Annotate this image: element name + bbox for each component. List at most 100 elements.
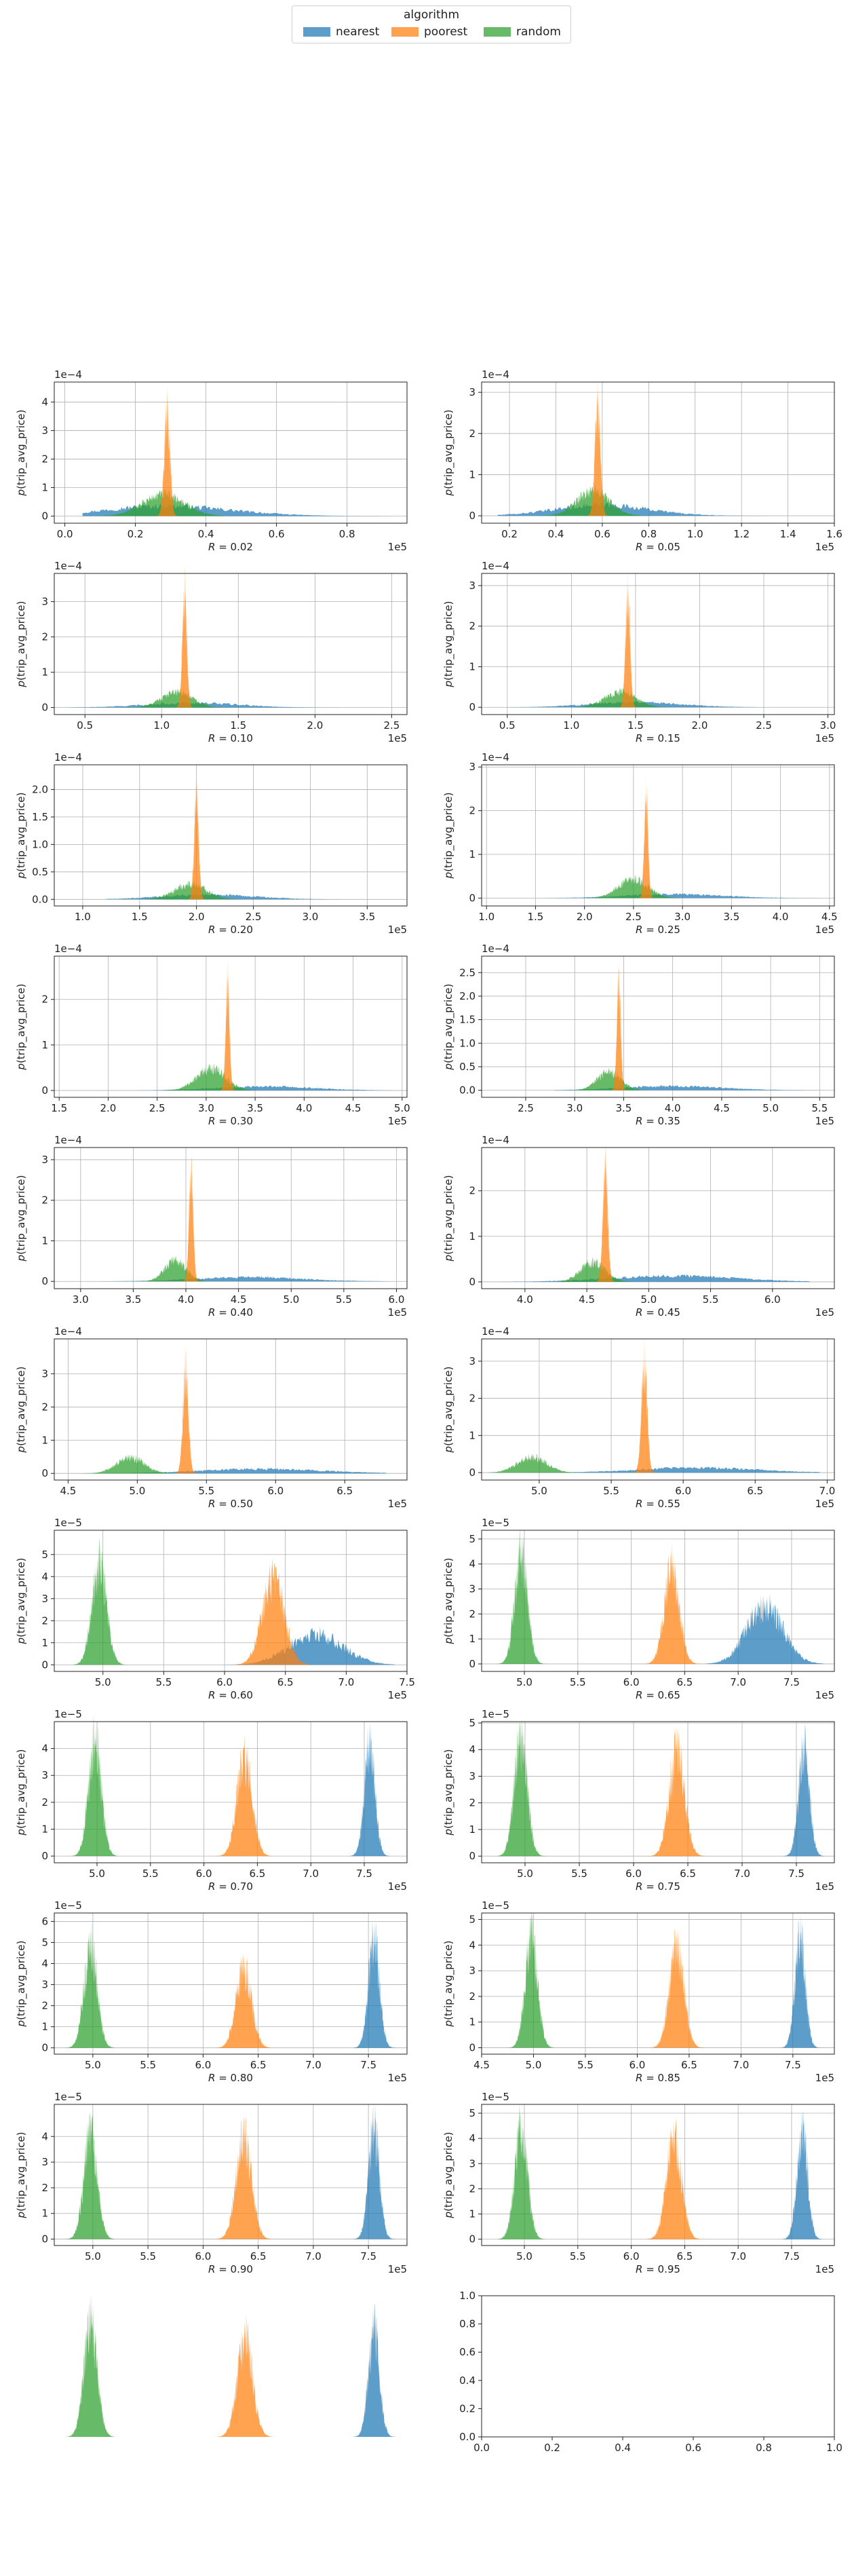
- axes-frame: [481, 1338, 835, 1481]
- x-tick-label: 5.0: [85, 2059, 101, 2071]
- y-tick-label: 0: [41, 510, 48, 522]
- x-tick-label: 1.0: [478, 911, 495, 923]
- x-tick-label: 5.0: [95, 1676, 111, 1688]
- y-tick-label: 5: [469, 1717, 476, 1729]
- y-tick-label: 3: [41, 1979, 48, 1991]
- x-tick-label: 6.0: [389, 1293, 405, 1306]
- y-tick-label: 2: [469, 1185, 476, 1197]
- y-axis-label-fn: p: [15, 2212, 27, 2219]
- x-tick-label: 5.5: [570, 1676, 586, 1688]
- y-tick-label: 3: [469, 2157, 476, 2170]
- axes-frame: [481, 1147, 835, 1289]
- x-tick-label: 1.0: [826, 2442, 843, 2454]
- y-offset-label: 1e−4: [482, 1325, 509, 1338]
- y-axis-label: p(trip_avg_price): [442, 410, 455, 497]
- y-tick-label: 2: [41, 631, 48, 643]
- x-tick-label: 3.0: [302, 911, 318, 923]
- x-tick-label: 1.4: [780, 528, 796, 540]
- y-tick-label: 1: [41, 1039, 48, 1051]
- x-tick-label: 2.5: [756, 719, 772, 732]
- y-tick-label: 3: [469, 761, 476, 773]
- x-axis-label-var: R: [636, 1498, 646, 1510]
- x-axis-label: R = 0.25: [636, 924, 680, 936]
- density-random: [65, 1919, 115, 2048]
- x-tick-label: 1.6: [826, 528, 843, 540]
- x-axis-label-value: = 0.20: [218, 924, 253, 936]
- axes-frame: [54, 1530, 408, 1672]
- x-offset-label: 1e5: [815, 2072, 834, 2084]
- y-offset-label: 1e−5: [482, 1708, 509, 1720]
- density-nearest: [346, 2304, 402, 2437]
- axes-frame: [54, 2104, 408, 2246]
- y-axis-label: p(trip_avg_price): [442, 2132, 455, 2219]
- density-random: [507, 1910, 555, 2048]
- y-tick-label: 0: [41, 1850, 48, 1862]
- x-tick-label: 2.0: [577, 911, 593, 923]
- x-tick-label: 6.0: [629, 2059, 645, 2071]
- y-offset-label: 1e−4: [482, 1134, 509, 1146]
- y-tick-label: 1: [41, 1637, 48, 1649]
- x-tick-label: 6.0: [623, 1676, 640, 1688]
- x-offset-label: 1e5: [388, 732, 407, 744]
- y-axis-label: p(trip_avg_price): [15, 2132, 28, 2219]
- subplot-6: 1.0 1.5 2.0 2.5 3.0 3.5 4.0 4.5 0 1 2 3 R = 0.25 p(tr…: [442, 751, 838, 936]
- plot-area: [482, 382, 834, 523]
- density-nearest: [705, 1593, 824, 1664]
- legend: algorithm nearest poorest random: [292, 5, 571, 43]
- axes-frame: [481, 955, 835, 1098]
- x-tick-label: 6.5: [277, 1676, 294, 1688]
- density-poorest: [174, 568, 195, 708]
- x-axis-label: R = 0.60: [208, 1689, 253, 1701]
- y-tick-label: 1: [469, 468, 476, 480]
- plot-area: [482, 1339, 834, 1480]
- x-axis-label-value: = 0.70: [218, 1880, 253, 1893]
- y-tick-label: 5: [469, 1533, 476, 1545]
- plot-area: [482, 956, 834, 1097]
- axes-frame: [481, 2295, 835, 2438]
- density-poorest: [585, 379, 610, 516]
- y-offset-label: 1e−5: [54, 1899, 82, 1912]
- y-axis-label: p(trip_avg_price): [442, 984, 455, 1071]
- y-tick-label: 2.0: [459, 990, 476, 1002]
- x-tick-label: 6.5: [676, 1676, 693, 1688]
- x-tick-label: 3.0: [198, 1102, 214, 1114]
- y-tick-label: 2: [41, 1796, 48, 1808]
- y-tick-label: 3: [41, 1367, 48, 1380]
- x-tick-label: 6.5: [676, 2250, 693, 2262]
- x-axis-label-var: R: [208, 1115, 218, 1127]
- y-tick-label: 2.5: [459, 966, 476, 979]
- y-tick-label: 1.5: [459, 1014, 476, 1026]
- y-tick-label: 3: [41, 596, 48, 608]
- x-tick-label: 5.5: [336, 1293, 352, 1306]
- axes-frame: [54, 381, 408, 524]
- x-axis-label: R = 0.85: [636, 2072, 680, 2084]
- y-tick-label: 2.0: [32, 783, 48, 795]
- y-tick-label: 3: [469, 1583, 476, 1595]
- density-random: [81, 1453, 179, 1474]
- density-poorest: [642, 1541, 706, 1664]
- y-offset-label: 1e−5: [482, 2091, 509, 2103]
- density-poorest: [630, 1336, 659, 1473]
- y-axis-label-arg: (trip_avg_price): [442, 601, 455, 681]
- y-tick-label: 2: [41, 453, 48, 465]
- subplot-5: 1.0 1.5 2.0 2.5 3.0 3.50.00.51.01.52.0R = 0.2…: [15, 751, 408, 936]
- y-axis-label-fn: p: [442, 1637, 454, 1645]
- y-tick-label: 0.0: [459, 2431, 476, 2443]
- y-axis-label-fn: p: [442, 1063, 454, 1071]
- y-tick-label: 3: [469, 1770, 476, 1782]
- y-axis-label-arg: (trip_avg_price): [15, 2132, 28, 2212]
- y-offset-label: 1e−4: [482, 943, 509, 955]
- axes-frame: [54, 573, 408, 715]
- axes-frame: [481, 381, 835, 524]
- y-tick-label: 0: [41, 1659, 48, 1671]
- density-nearest: [772, 1913, 824, 2048]
- axes-frame: [481, 1530, 835, 1672]
- y-axis-label: p(trip_avg_price): [442, 793, 455, 879]
- y-tick-label: 4: [41, 2130, 48, 2142]
- subplot-7: 1.5 2.0 2.5 3.0 3.5 4.0 4.5 5.0 0 1 2 R = 0.30 p(tri…: [15, 943, 410, 1127]
- density-poorest: [180, 1149, 202, 1282]
- x-offset-label: 1e5: [388, 1498, 407, 1510]
- y-axis-label-fn: p: [442, 1446, 454, 1454]
- y-axis-label: p(trip_avg_price): [15, 1941, 28, 2028]
- x-axis-label-var: R: [636, 541, 646, 553]
